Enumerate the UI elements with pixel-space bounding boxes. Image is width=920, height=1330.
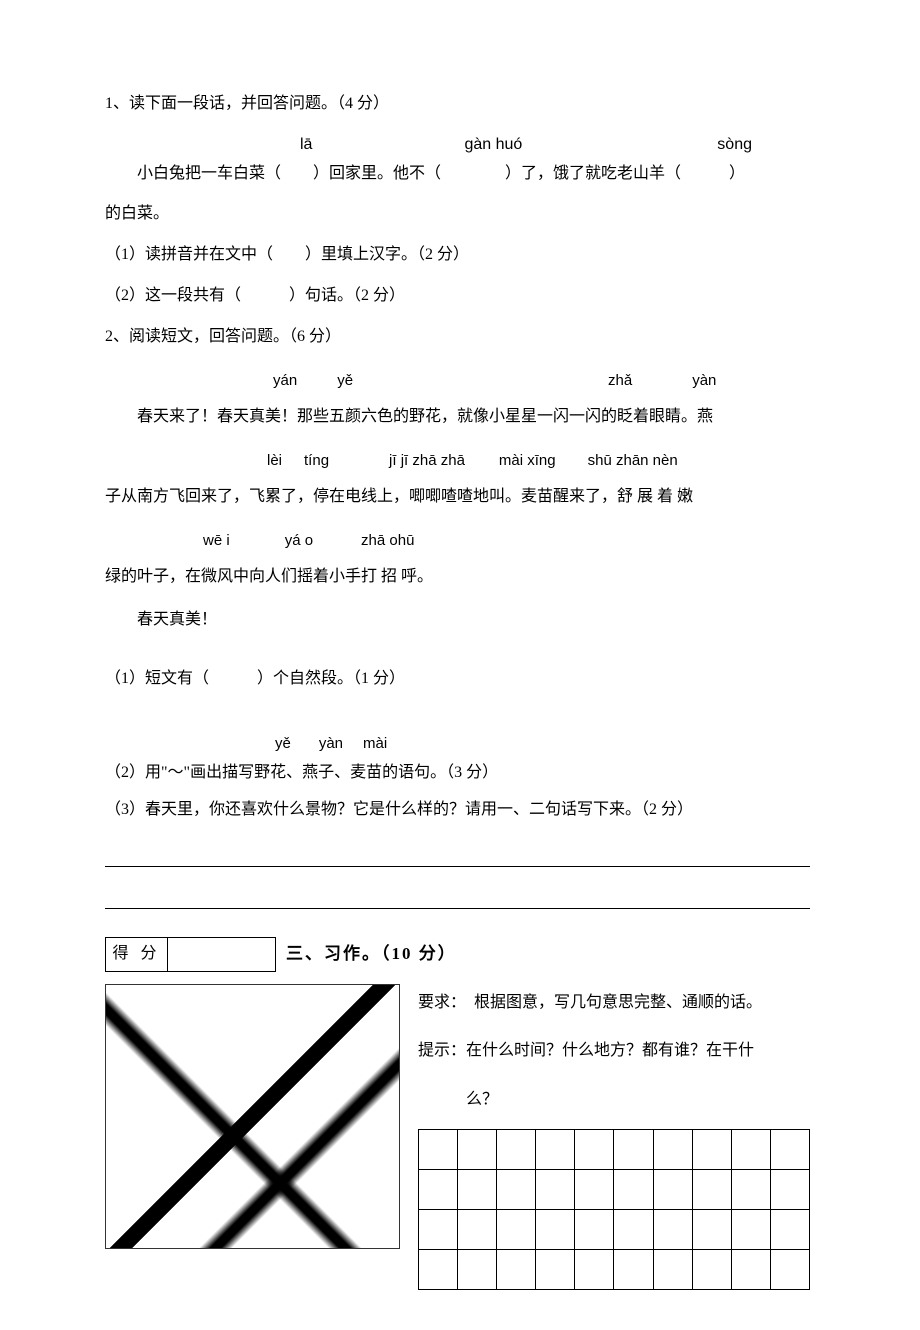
writing-cell[interactable] [653, 1129, 692, 1169]
q2-line3: 绿的叶子，在微风中向人们摇着小手打 招 呼。 [105, 559, 810, 594]
py-yan2: yàn [692, 364, 716, 397]
classroom-image [105, 984, 400, 1249]
writing-cell[interactable] [458, 1209, 497, 1249]
writing-cell[interactable] [575, 1249, 614, 1289]
py-zhaohu: zhā ohū [361, 524, 414, 557]
writing-cell[interactable] [770, 1249, 809, 1289]
writing-cell[interactable] [497, 1169, 536, 1209]
essay-section: 要求： 根据图意，写几句意思完整、通顺的话。 提示：在什么时间？什么地方？都有谁… [105, 984, 810, 1290]
writing-cell[interactable] [575, 1129, 614, 1169]
writing-cell[interactable] [614, 1129, 653, 1169]
writing-cell[interactable] [575, 1169, 614, 1209]
py-yan: yán [273, 364, 297, 397]
writing-cell[interactable] [536, 1169, 575, 1209]
py-maixing: mài xīng [499, 444, 556, 477]
section3-title: 三、习作。（10 分） [286, 939, 457, 970]
writing-cell[interactable] [419, 1169, 458, 1209]
writing-cell[interactable] [692, 1129, 731, 1169]
writing-cell[interactable] [653, 1169, 692, 1209]
score-blank[interactable] [168, 937, 276, 971]
q2-prompt: 2、阅读短文，回答问题。（6 分） [105, 323, 810, 352]
writing-cell[interactable] [419, 1209, 458, 1249]
writing-cell[interactable] [770, 1129, 809, 1169]
answer-line-2[interactable] [105, 881, 810, 909]
essay-hint-line2: 么？ [418, 1081, 810, 1119]
writing-cell[interactable] [731, 1209, 770, 1249]
writing-cell[interactable] [731, 1169, 770, 1209]
q2-sub3: （3）春天里，你还喜欢什么景物？它是什么样的？请用一、二句话写下来。（2 分） [105, 796, 810, 825]
q2-line4: 春天真美！ [105, 602, 810, 637]
writing-cell[interactable] [419, 1129, 458, 1169]
q2-line2: 子从南方飞回来了，飞累了，停在电线上，唧唧喳喳地叫。麦苗醒来了，舒 展 着 嫩 [105, 479, 810, 514]
q1-sentence-line1: 小白兔把一车白菜（ ）回家里。他不（ ）了，饿了就吃老山羊（ ） [105, 160, 810, 189]
py-wei: wē i [203, 524, 230, 557]
writing-grid[interactable] [418, 1129, 810, 1290]
py-yao: yá o [285, 524, 313, 557]
writing-cell[interactable] [458, 1249, 497, 1289]
writing-cell[interactable] [458, 1129, 497, 1169]
writing-cell[interactable] [536, 1129, 575, 1169]
answer-line-1[interactable] [105, 839, 810, 867]
writing-cell[interactable] [614, 1209, 653, 1249]
pinyin-ganhuo: gàn huó [464, 131, 522, 160]
writing-cell[interactable] [653, 1249, 692, 1289]
score-label: 得 分 [106, 937, 168, 971]
q1-sentence-line2: 的白菜。 [105, 200, 810, 229]
py-ting: tíng [304, 444, 329, 477]
writing-cell[interactable] [497, 1249, 536, 1289]
pinyin-song: sòng [717, 131, 752, 160]
writing-cell[interactable] [575, 1209, 614, 1249]
py-mai: mài [363, 730, 387, 757]
writing-cell[interactable] [692, 1209, 731, 1249]
py-jiji: jī jī zhā zhā [389, 444, 465, 477]
q1-pinyin-row: lā gàn huó sòng [105, 131, 810, 160]
py-ye2: yě [275, 730, 291, 757]
q1-prompt: 1、读下面一段话，并回答问题。（4 分） [105, 90, 810, 119]
writing-cell[interactable] [614, 1169, 653, 1209]
q2-sub1: （1）短文有（ ）个自然段。（1 分） [105, 665, 810, 694]
writing-cell[interactable] [731, 1249, 770, 1289]
score-table: 得 分 [105, 937, 276, 972]
writing-cell[interactable] [536, 1249, 575, 1289]
py-shuzhan: shū zhān nèn [588, 444, 678, 477]
writing-cell[interactable] [692, 1169, 731, 1209]
writing-cell[interactable] [770, 1169, 809, 1209]
writing-cell[interactable] [458, 1169, 497, 1209]
writing-cell[interactable] [497, 1129, 536, 1169]
writing-cell[interactable] [731, 1129, 770, 1169]
essay-hint-line1: 提示：在什么时间？什么地方？都有谁？在干什 [418, 1032, 810, 1070]
q2-passage: yán yě zhǎ yàn 春天来了！春天真美！那些五颜六色的野花，就像小星星… [105, 364, 810, 638]
essay-requirement: 要求： 根据图意，写几句意思完整、通顺的话。 [418, 984, 810, 1022]
q1-sub2: （2）这一段共有（ ）句话。（2 分） [105, 282, 810, 311]
py-lei: lèi [267, 444, 282, 477]
q2-sub2: （2）用"～"画出描写野花、燕子、麦苗的语句。（3 分） [105, 759, 810, 788]
py-ye: yě [337, 364, 353, 397]
q1-sub1: （1）读拼音并在文中（ ）里填上汉字。（2 分） [105, 241, 810, 270]
writing-cell[interactable] [536, 1209, 575, 1249]
writing-cell[interactable] [614, 1249, 653, 1289]
writing-cell[interactable] [653, 1209, 692, 1249]
pinyin-la: lā [300, 131, 312, 160]
writing-cell[interactable] [692, 1249, 731, 1289]
writing-cell[interactable] [770, 1209, 809, 1249]
writing-cell[interactable] [419, 1249, 458, 1289]
section3-header: 得 分 三、习作。（10 分） [105, 937, 810, 972]
py-yan3: yàn [319, 730, 343, 757]
q2-line1: 春天来了！春天真美！那些五颜六色的野花，就像小星星一闪一闪的眨着眼睛。燕 [105, 399, 810, 434]
py-zha: zhǎ [608, 364, 632, 397]
writing-cell[interactable] [497, 1209, 536, 1249]
